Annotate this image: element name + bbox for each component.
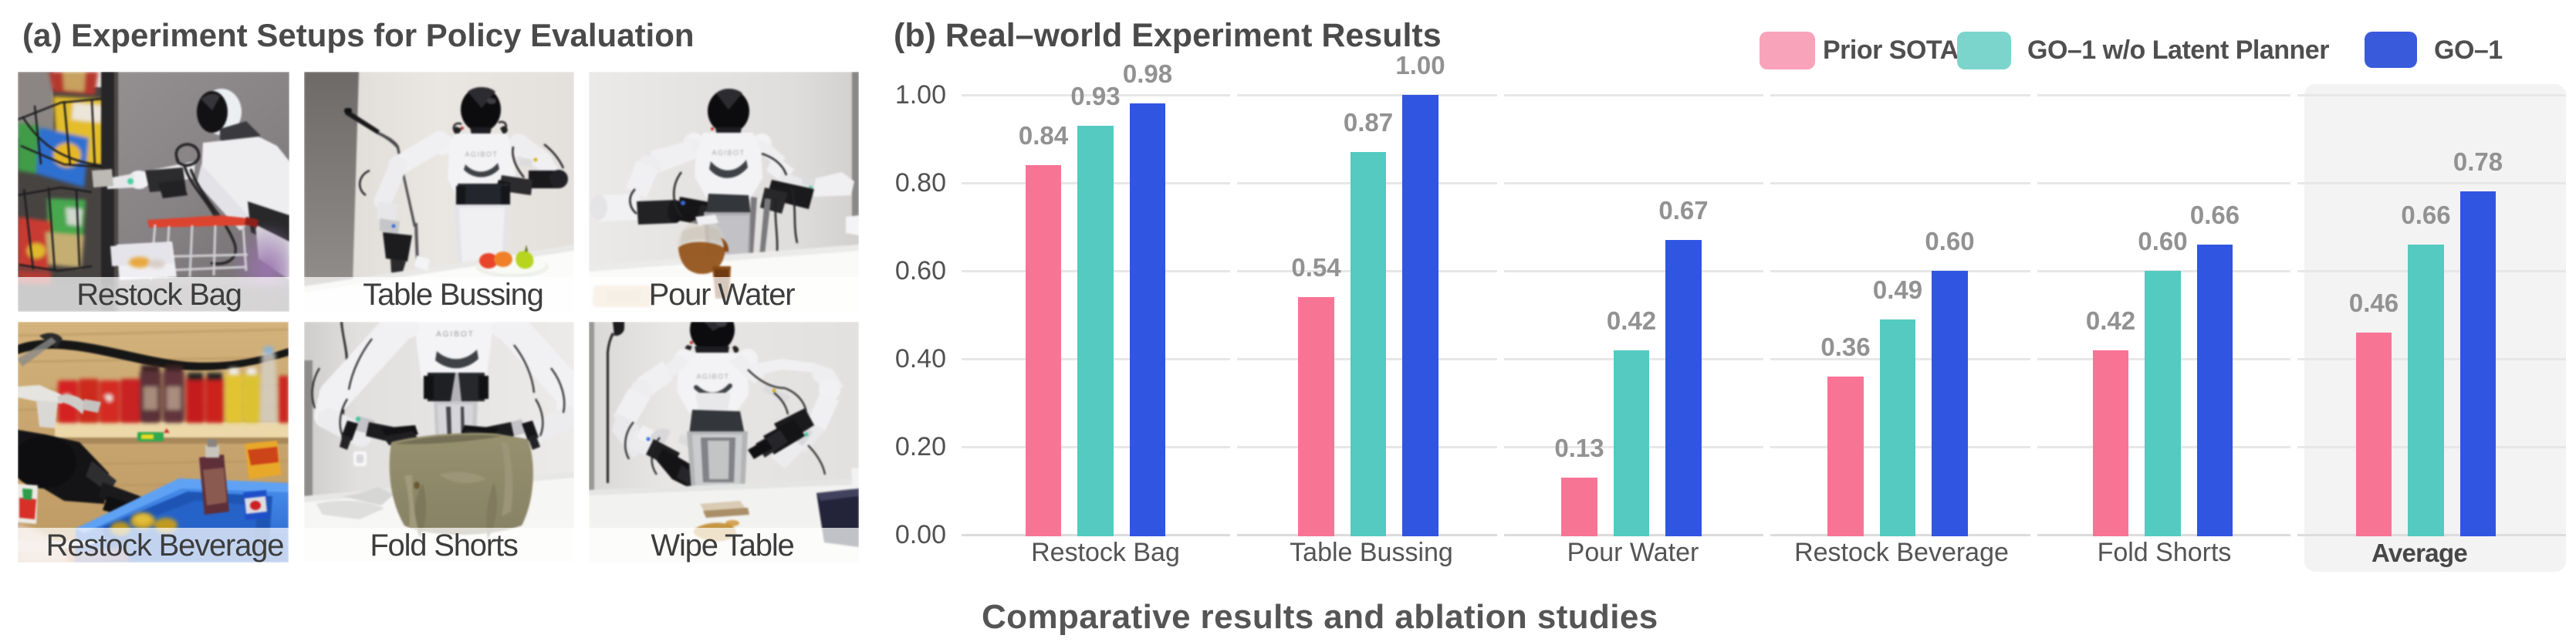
svg-text:AGIBOT: AGIBOT	[436, 330, 475, 339]
svg-text:AGIBOT: AGIBOT	[696, 373, 729, 380]
svg-text:AGIBOT: AGIBOT	[465, 150, 498, 158]
svg-text:AGIBOT: AGIBOT	[712, 149, 745, 157]
